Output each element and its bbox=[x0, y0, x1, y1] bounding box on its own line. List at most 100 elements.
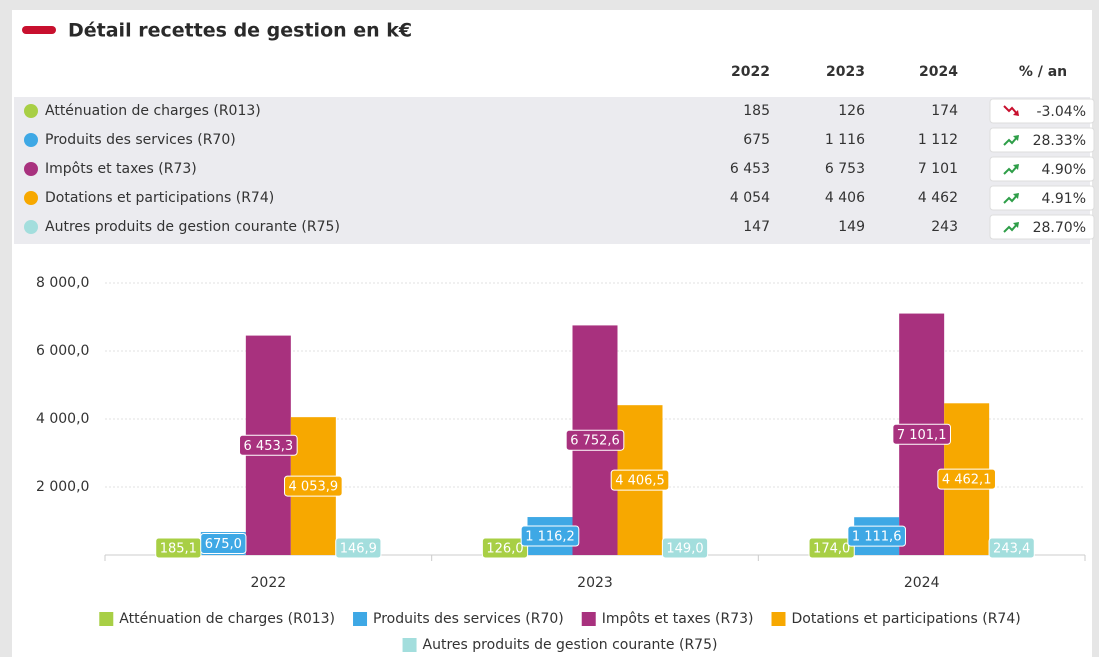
row-label: Atténuation de charges (R013) bbox=[45, 103, 261, 119]
cell: 243 bbox=[931, 219, 958, 235]
value-label-box bbox=[200, 533, 247, 555]
value-label-text: 675,0 bbox=[205, 537, 242, 552]
title: Détail recettes de gestion en k€ bbox=[68, 20, 412, 42]
trend-arrow bbox=[1003, 193, 1019, 204]
pct-box bbox=[989, 156, 1095, 182]
value-label: 6 453,3 bbox=[239, 434, 298, 456]
value-label-text: 146,9 bbox=[340, 542, 377, 557]
value-label-box bbox=[847, 525, 906, 547]
value-label-text: 4 462,1 bbox=[942, 473, 992, 488]
cell: 147 bbox=[743, 219, 770, 235]
value-label: 675,0 bbox=[200, 533, 247, 555]
legend-swatch bbox=[353, 612, 368, 626]
value-label-text: 1 111,6 bbox=[852, 530, 902, 545]
value-label-box bbox=[808, 537, 855, 559]
pct-value: 28.70% bbox=[1033, 220, 1086, 236]
pct-box bbox=[989, 214, 1095, 240]
cell: 4 054 bbox=[730, 190, 770, 206]
value-label: 4 406,5 bbox=[610, 469, 670, 491]
legend-item: Dotations et participations (R74) bbox=[771, 611, 1021, 627]
row-dot bbox=[24, 162, 38, 176]
legend-swatch bbox=[99, 612, 114, 626]
trend-arrow-head bbox=[1013, 164, 1019, 170]
pct-value: -3.04% bbox=[1036, 104, 1086, 120]
value-label: 6 752,6 bbox=[565, 429, 625, 451]
row-label: Produits des services (R70) bbox=[45, 132, 236, 148]
legend-item: Produits des services (R70) bbox=[353, 611, 564, 627]
title-marker bbox=[22, 26, 56, 34]
trend-arrow-head bbox=[1013, 222, 1019, 228]
value-label-text: 174,0 bbox=[813, 542, 850, 557]
value-label-box bbox=[610, 469, 670, 491]
value-label-text: 7 101,1 bbox=[897, 428, 947, 443]
column-header: % / an bbox=[1019, 64, 1067, 80]
value-label: 1 111,6 bbox=[847, 525, 906, 547]
value-label: 1 116,2 bbox=[520, 525, 580, 547]
legend-label: Atténuation de charges (R013) bbox=[119, 611, 335, 627]
row-label: Autres produits de gestion courante (R75… bbox=[45, 219, 340, 235]
cell: 149 bbox=[838, 219, 865, 235]
value-label: 243,4 bbox=[988, 537, 1035, 559]
cell: 7 101 bbox=[918, 161, 958, 177]
pct-box bbox=[989, 185, 1095, 211]
value-label-text: 4 406,5 bbox=[615, 474, 665, 489]
trend-arrow bbox=[1003, 135, 1019, 146]
trend-arrow bbox=[1003, 222, 1019, 233]
cell: 174 bbox=[931, 103, 958, 119]
column-header: 2024 bbox=[919, 64, 958, 80]
pct-box bbox=[989, 98, 1095, 124]
table-background bbox=[14, 97, 1090, 244]
value-label: 126,0 bbox=[481, 537, 529, 559]
value-label-box bbox=[661, 537, 709, 559]
value-label: 4 053,9 bbox=[284, 475, 343, 497]
legend-label: Impôts et taxes (R73) bbox=[602, 611, 754, 627]
cell: 6 753 bbox=[825, 161, 865, 177]
value-label: 185,1 bbox=[155, 537, 202, 559]
trend-arrow-head bbox=[1013, 135, 1019, 141]
cell: 1 116 bbox=[825, 132, 865, 148]
value-label-text: 6 453,3 bbox=[244, 439, 294, 454]
legend-label: Autres produits de gestion courante (R75… bbox=[423, 637, 718, 653]
pct-box bbox=[989, 127, 1095, 153]
row-dot bbox=[24, 220, 38, 234]
value-label: 7 101,1 bbox=[892, 423, 951, 445]
x-tick-label: 2024 bbox=[904, 575, 940, 591]
row-dot bbox=[24, 133, 38, 147]
trend-arrow-head bbox=[1013, 193, 1019, 199]
value-label-box bbox=[988, 537, 1035, 559]
value-label-text: 126,0 bbox=[486, 542, 523, 557]
value-label-box bbox=[335, 537, 382, 559]
value-label-text: 243,4 bbox=[993, 542, 1030, 557]
cell: 4 462 bbox=[918, 190, 958, 206]
legend-swatch bbox=[771, 612, 786, 626]
trend-arrow bbox=[1003, 105, 1019, 116]
cell: 6 453 bbox=[730, 161, 770, 177]
y-tick-label: 6 000,0 bbox=[36, 343, 89, 359]
value-label-box bbox=[239, 434, 298, 456]
row-label: Impôts et taxes (R73) bbox=[45, 161, 197, 177]
pct-value: 4.90% bbox=[1042, 162, 1086, 178]
value-label-box bbox=[481, 537, 529, 559]
y-tick-label: 2 000,0 bbox=[36, 479, 89, 495]
value-label: 4 462,1 bbox=[937, 468, 996, 490]
value-label-box bbox=[520, 525, 580, 547]
legend-item: Autres produits de gestion courante (R75… bbox=[402, 637, 718, 653]
value-label-box bbox=[937, 468, 996, 490]
value-label-box bbox=[565, 429, 625, 451]
cell: 126 bbox=[838, 103, 865, 119]
value-label-text: 4 053,9 bbox=[289, 480, 339, 495]
legend-swatch bbox=[581, 612, 596, 626]
value-label-box bbox=[892, 423, 951, 445]
column-header: 2022 bbox=[731, 64, 770, 80]
legend-swatch bbox=[402, 638, 417, 652]
cell: 185 bbox=[743, 103, 770, 119]
legend-label: Produits des services (R70) bbox=[373, 611, 564, 627]
pct-value: 4.91% bbox=[1042, 191, 1086, 207]
cell: 675 bbox=[743, 132, 770, 148]
row-label: Dotations et participations (R74) bbox=[45, 190, 274, 206]
trend-arrow-head bbox=[1013, 110, 1019, 116]
value-label-text: 185,1 bbox=[160, 542, 197, 557]
row-dot bbox=[24, 191, 38, 205]
column-header: 2023 bbox=[826, 64, 865, 80]
